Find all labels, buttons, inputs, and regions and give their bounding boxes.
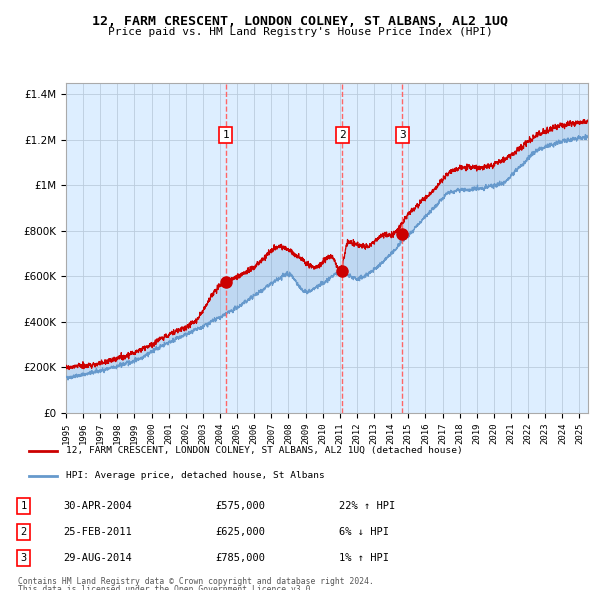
Text: 22% ↑ HPI: 22% ↑ HPI [340,501,396,510]
Text: 30-APR-2004: 30-APR-2004 [63,501,132,510]
Text: 12, FARM CRESCENT, LONDON COLNEY, ST ALBANS, AL2 1UQ: 12, FARM CRESCENT, LONDON COLNEY, ST ALB… [92,15,508,28]
Text: 29-AUG-2014: 29-AUG-2014 [63,553,132,563]
Text: 1: 1 [20,501,27,510]
Text: 3: 3 [20,553,27,563]
Text: 6% ↓ HPI: 6% ↓ HPI [340,527,389,537]
Text: This data is licensed under the Open Government Licence v3.0.: This data is licensed under the Open Gov… [18,585,316,590]
Text: 1: 1 [223,130,229,140]
Text: £575,000: £575,000 [215,501,265,510]
Text: £785,000: £785,000 [215,553,265,563]
Text: HPI: Average price, detached house, St Albans: HPI: Average price, detached house, St A… [66,471,325,480]
Text: 2: 2 [339,130,346,140]
Text: Price paid vs. HM Land Registry's House Price Index (HPI): Price paid vs. HM Land Registry's House … [107,27,493,37]
Text: 25-FEB-2011: 25-FEB-2011 [63,527,132,537]
Text: 3: 3 [399,130,406,140]
Text: £625,000: £625,000 [215,527,265,537]
Text: 12, FARM CRESCENT, LONDON COLNEY, ST ALBANS, AL2 1UQ (detached house): 12, FARM CRESCENT, LONDON COLNEY, ST ALB… [66,446,463,455]
Text: Contains HM Land Registry data © Crown copyright and database right 2024.: Contains HM Land Registry data © Crown c… [18,577,374,586]
Text: 2: 2 [20,527,27,537]
Text: 1% ↑ HPI: 1% ↑ HPI [340,553,389,563]
